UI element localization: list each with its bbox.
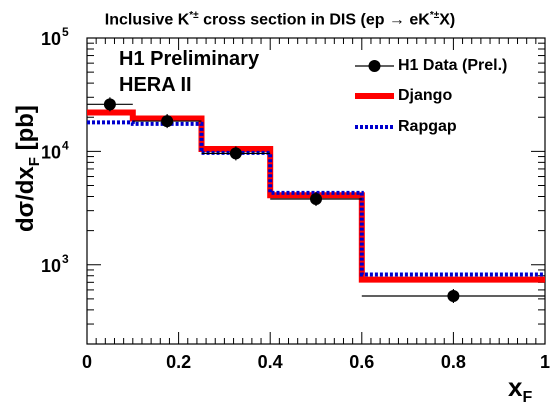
y-tick-label: 10 <box>41 142 61 162</box>
x-axis-label: xF <box>508 372 533 407</box>
y-axis-label: dσ/dxF [pb] <box>12 105 43 232</box>
x-tick-label: 0.6 <box>349 352 374 372</box>
legend-label-rapgap: Rapgap <box>398 118 457 135</box>
y-tick-label: 10 <box>41 29 61 49</box>
x-tick-label: 0 <box>82 352 92 372</box>
x-tick-label: 0.8 <box>441 352 466 372</box>
data-point <box>310 193 322 206</box>
legend-label-h1-data: H1 Data (Prel.) <box>398 57 508 74</box>
data-points <box>87 97 545 304</box>
rapgap-histogram-line <box>87 120 545 277</box>
y-tick-label-exponent: 5 <box>62 25 69 39</box>
y-tick-label: 10 <box>41 256 61 276</box>
data-point <box>229 147 242 160</box>
x-tick-label: 0.2 <box>166 352 191 372</box>
x-tick-label: 0.4 <box>258 352 283 372</box>
y-tick-label-exponent: 3 <box>62 252 69 266</box>
chart-title: Inclusive K*± cross section in DIS (ep →… <box>104 10 456 29</box>
data-point <box>161 115 174 128</box>
annotation-h1-preliminary: H1 Preliminary <box>119 48 260 70</box>
legend-markers <box>355 60 394 129</box>
x-tick-label: 1 <box>540 352 550 372</box>
y-tick-label-exponent: 4 <box>62 138 69 152</box>
legend-label-django: Django <box>398 87 453 104</box>
data-point <box>447 290 460 303</box>
data-point <box>103 98 116 111</box>
legend-marker-h1-data <box>368 60 381 72</box>
annotation-hera-ii: HERA II <box>119 74 192 96</box>
